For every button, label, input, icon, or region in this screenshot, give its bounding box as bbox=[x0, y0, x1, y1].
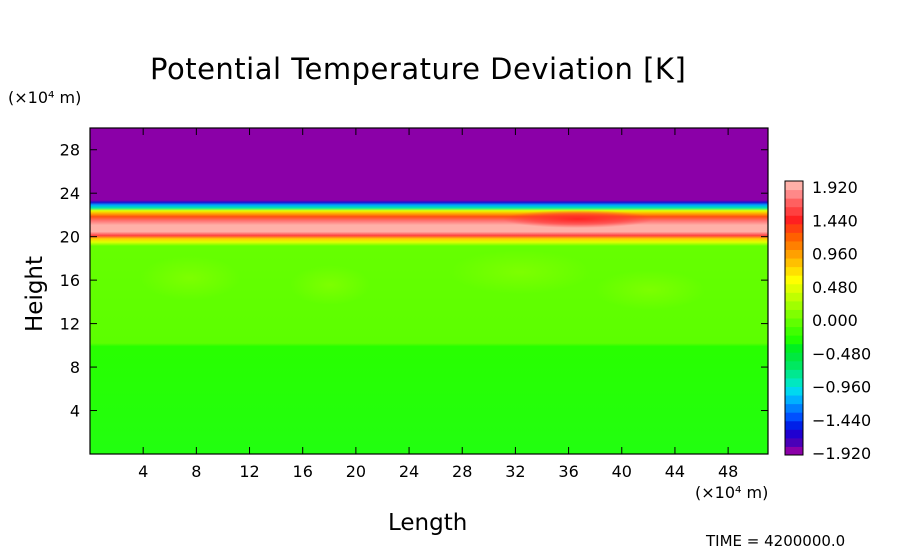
colorbar-swatch bbox=[785, 258, 803, 268]
x-tick-label: 20 bbox=[346, 462, 366, 481]
colorbar-tick-label: −1.440 bbox=[812, 411, 871, 430]
colorbar-swatch bbox=[785, 215, 803, 225]
colorbar-swatch bbox=[785, 429, 803, 439]
colorbar-tick-label: −0.960 bbox=[812, 378, 871, 397]
x-tick-label: 4 bbox=[138, 462, 148, 481]
colorbar-swatch bbox=[785, 437, 803, 447]
colorbar-swatch bbox=[785, 309, 803, 319]
colorbar-tick-label: 1.440 bbox=[812, 211, 858, 230]
x-tick-label: 24 bbox=[399, 462, 419, 481]
x-tick-label: 8 bbox=[191, 462, 201, 481]
heatmap-feature bbox=[450, 250, 590, 294]
x-axis-ticks: 4 8 12 16 20 24 28 32 36 40 44 48 bbox=[138, 128, 738, 481]
y-tick-label: 8 bbox=[70, 358, 80, 377]
colorbar-swatch bbox=[785, 369, 803, 379]
x-axis-unit-label: (×10⁴ m) bbox=[695, 483, 769, 502]
y-axis-unit-label: (×10⁴ m) bbox=[8, 88, 82, 107]
colorbar: 1.920 1.440 0.960 0.480 0.000 −0.480 −0.960 −1.… bbox=[784, 178, 871, 463]
colorbar-swatch bbox=[785, 249, 803, 259]
y-tick-label: 28 bbox=[60, 141, 80, 160]
colorbar-tick-label: 0.960 bbox=[812, 245, 858, 264]
colorbar-swatch bbox=[785, 223, 803, 233]
x-tick-label: 28 bbox=[452, 462, 472, 481]
colorbar-swatch bbox=[785, 326, 803, 336]
colorbar-swatch bbox=[785, 360, 803, 370]
colorbar-swatch bbox=[785, 318, 803, 328]
x-tick-label: 16 bbox=[293, 462, 313, 481]
colorbar-swatch bbox=[785, 395, 803, 405]
colorbar-swatch bbox=[785, 377, 803, 387]
colorbar-swatch bbox=[785, 446, 803, 456]
colorbar-swatch bbox=[785, 335, 803, 345]
x-tick-label: 44 bbox=[665, 462, 685, 481]
colorbar-swatch bbox=[785, 292, 803, 302]
x-tick-label: 36 bbox=[558, 462, 578, 481]
x-axis-label: Length bbox=[388, 510, 468, 536]
colorbar-swatch bbox=[785, 386, 803, 396]
colorbar-tick-label: −1.920 bbox=[812, 444, 871, 463]
x-tick-label: 40 bbox=[612, 462, 632, 481]
y-tick-label: 4 bbox=[70, 402, 80, 421]
y-tick-label: 12 bbox=[60, 315, 80, 334]
chart-title: Potential Temperature Deviation [K] bbox=[150, 52, 687, 86]
colorbar-swatch bbox=[785, 420, 803, 430]
heatmap-hotspot bbox=[503, 210, 653, 228]
x-tick-label: 12 bbox=[239, 462, 259, 481]
colorbar-frame bbox=[784, 180, 804, 456]
colorbar-swatch bbox=[785, 189, 803, 199]
colorbar-swatch bbox=[785, 343, 803, 353]
colorbar-tick-label: −0.480 bbox=[812, 344, 871, 363]
y-tick-label: 16 bbox=[60, 271, 80, 290]
x-tick-label: 48 bbox=[718, 462, 738, 481]
colorbar-swatch bbox=[785, 352, 803, 362]
colorbar-swatch bbox=[785, 412, 803, 422]
colorbar-swatch bbox=[785, 232, 803, 242]
heatmap-feature bbox=[140, 256, 240, 300]
colorbar-swatch bbox=[785, 403, 803, 413]
colorbar-swatch bbox=[785, 181, 803, 191]
colorbar-swatch bbox=[785, 240, 803, 250]
colorbar-swatch bbox=[785, 266, 803, 276]
y-axis-ticks: 4 8 12 16 20 24 28 bbox=[60, 141, 768, 421]
colorbar-swatch bbox=[785, 206, 803, 216]
colorbar-tick-label: 1.920 bbox=[812, 178, 858, 197]
colorbar-swatch bbox=[785, 275, 803, 285]
y-tick-label: 20 bbox=[60, 228, 80, 247]
colorbar-swatch bbox=[785, 283, 803, 293]
colorbar-tick-label: 0.000 bbox=[812, 311, 858, 330]
heatmap-feature bbox=[290, 265, 370, 305]
colorbar-swatch bbox=[785, 300, 803, 310]
plot-frame bbox=[89, 127, 769, 455]
y-tick-label: 24 bbox=[60, 184, 80, 203]
colorbar-swatch bbox=[785, 198, 803, 208]
heatmap-feature bbox=[595, 270, 705, 310]
colorbar-tick-label: 0.480 bbox=[812, 278, 858, 297]
x-tick-label: 32 bbox=[505, 462, 525, 481]
